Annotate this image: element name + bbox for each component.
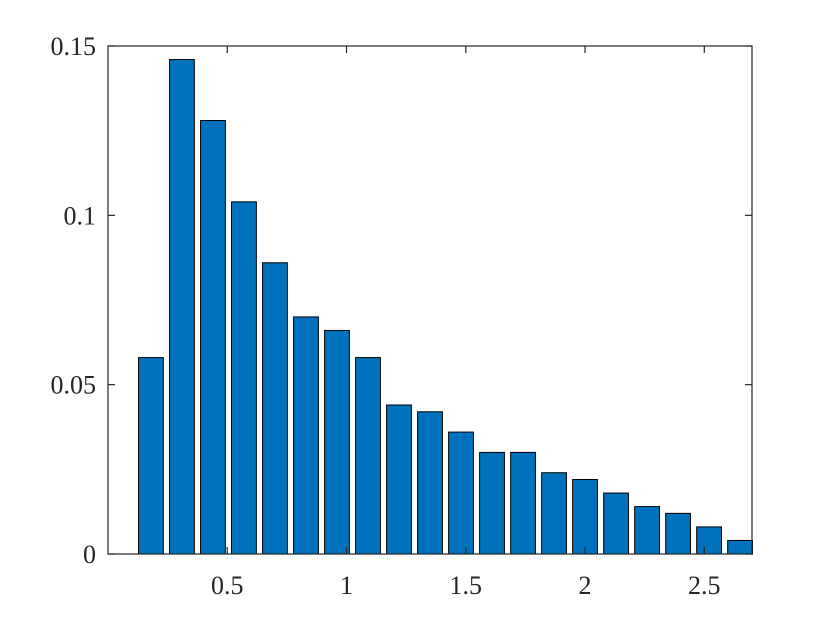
bar-6: [324, 329, 350, 555]
bar-7: [355, 357, 381, 555]
bar-12: [510, 451, 536, 555]
bar-13: [541, 472, 567, 555]
y-tick-label-0: 0: [83, 540, 96, 569]
x-tick-label-3: 2: [579, 571, 592, 600]
bar-2: [200, 120, 226, 555]
bar-17: [665, 512, 691, 555]
x-tick-label-0: 0.5: [211, 571, 244, 600]
y-tick-label-3: 0.15: [51, 32, 97, 61]
bar-5: [293, 316, 319, 555]
x-axis: 0.5 1 1.5 2 2.5: [211, 46, 721, 600]
bar-14: [572, 478, 598, 555]
y-tick-label-1: 0.05: [51, 371, 97, 400]
bar-8: [386, 404, 412, 555]
x-tick-label-1: 1: [340, 571, 353, 600]
bar-3: [231, 201, 257, 555]
bar-9: [417, 411, 443, 555]
bar-18: [696, 526, 722, 555]
bar-16: [634, 506, 660, 555]
x-tick-label-2: 1.5: [450, 571, 483, 600]
bar-1: [169, 59, 195, 555]
x-tick-label-4: 2.5: [688, 571, 721, 600]
bar-15: [603, 492, 629, 555]
bar-19: [727, 539, 753, 555]
bar-0: [138, 357, 164, 555]
plot-area-frame: [107, 45, 753, 555]
bar-11: [479, 451, 505, 555]
bars-group: [138, 59, 753, 555]
bar-4: [262, 262, 288, 555]
bar-10: [448, 431, 474, 555]
y-tick-label-2: 0.1: [64, 201, 97, 230]
y-axis: 0 0.05 0.1 0.15: [51, 32, 752, 569]
